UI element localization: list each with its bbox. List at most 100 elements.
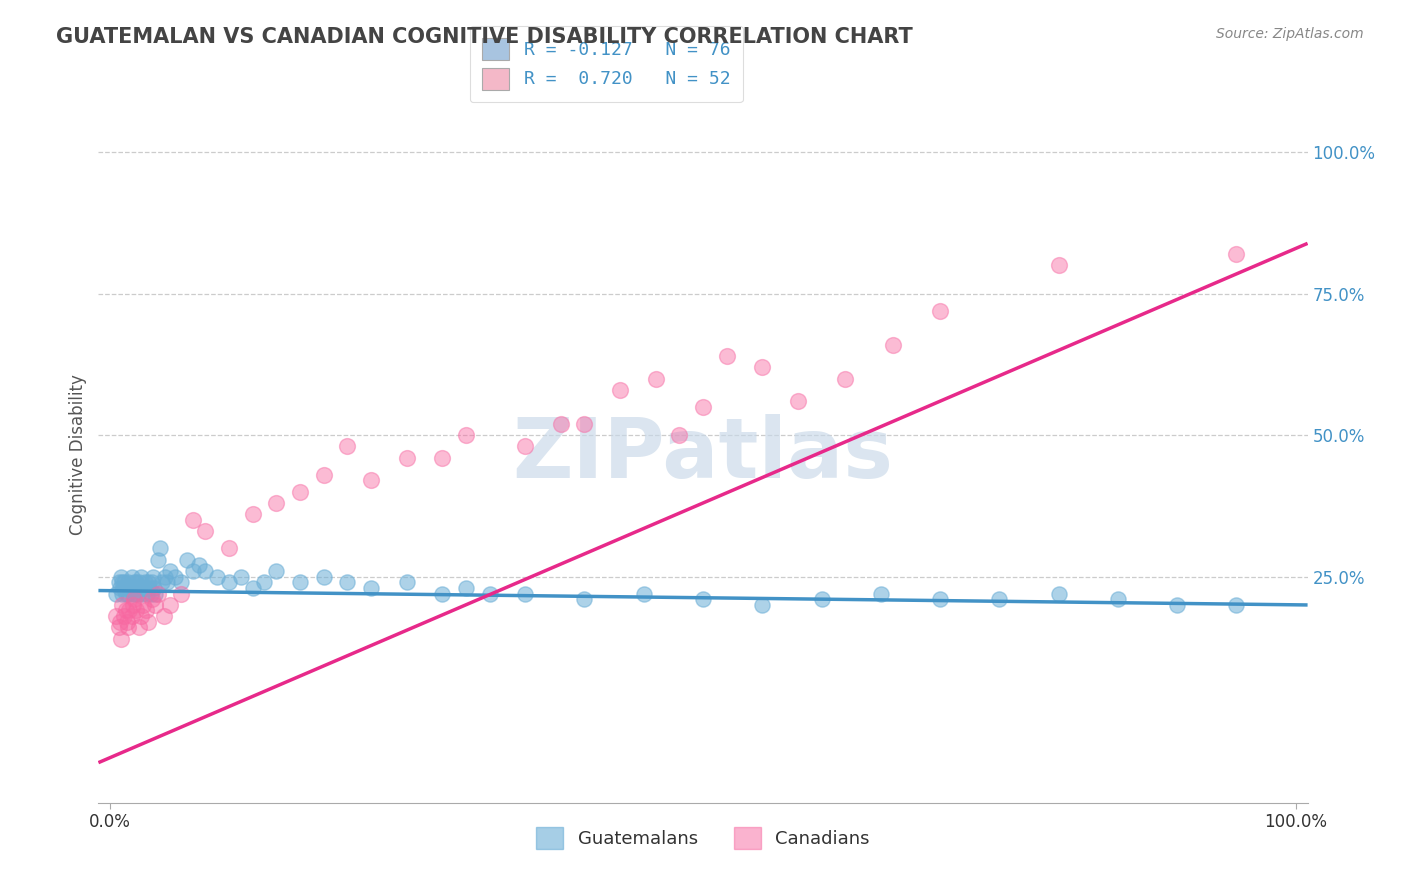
Point <box>131 586 153 600</box>
Point <box>165 569 187 583</box>
Point <box>515 439 537 453</box>
Point <box>114 586 136 600</box>
Point <box>432 586 454 600</box>
Point <box>929 592 952 607</box>
Point <box>146 586 169 600</box>
Point <box>170 575 193 590</box>
Point <box>107 575 129 590</box>
Point <box>114 603 136 617</box>
Point <box>288 575 311 590</box>
Point <box>111 586 134 600</box>
Point <box>181 513 204 527</box>
Text: ZIPatlas: ZIPatlas <box>513 415 893 495</box>
Point <box>312 467 335 482</box>
Point <box>152 609 174 624</box>
Point <box>112 581 135 595</box>
Point <box>152 575 174 590</box>
Point <box>716 349 738 363</box>
Point <box>128 620 150 634</box>
Point <box>110 632 132 646</box>
Point <box>478 586 501 600</box>
Point <box>188 558 211 573</box>
Point <box>1047 259 1070 273</box>
Point <box>114 609 136 624</box>
Point <box>159 564 181 578</box>
Point <box>115 615 138 629</box>
Point <box>120 581 142 595</box>
Point <box>128 575 150 590</box>
Point <box>1225 598 1247 612</box>
Point <box>454 581 477 595</box>
Point <box>360 474 382 488</box>
Point <box>194 564 217 578</box>
Point <box>882 337 904 351</box>
Point <box>574 592 596 607</box>
Point <box>264 564 287 578</box>
Point <box>1107 592 1129 607</box>
Point <box>253 575 276 590</box>
Point <box>218 575 240 590</box>
Point <box>1047 586 1070 600</box>
Point <box>118 603 141 617</box>
Point <box>288 484 311 499</box>
Point <box>122 581 145 595</box>
Point <box>550 417 572 431</box>
Point <box>454 428 477 442</box>
Point <box>118 581 141 595</box>
Point <box>136 575 159 590</box>
Point <box>125 581 148 595</box>
Point <box>143 586 166 600</box>
Point <box>692 592 714 607</box>
Point <box>242 508 264 522</box>
Point <box>141 592 163 607</box>
Point <box>633 586 655 600</box>
Point <box>117 575 139 590</box>
Legend: Guatemalans, Canadians: Guatemalans, Canadians <box>529 820 877 856</box>
Point <box>644 371 666 385</box>
Point <box>105 586 128 600</box>
Point <box>810 592 832 607</box>
Point <box>129 609 152 624</box>
Text: GUATEMALAN VS CANADIAN COGNITIVE DISABILITY CORRELATION CHART: GUATEMALAN VS CANADIAN COGNITIVE DISABIL… <box>56 27 912 46</box>
Point <box>122 575 145 590</box>
Point <box>127 586 149 600</box>
Point <box>181 564 204 578</box>
Point <box>312 569 335 583</box>
Point <box>264 496 287 510</box>
Point <box>107 620 129 634</box>
Point <box>125 603 148 617</box>
Point <box>132 598 155 612</box>
Point <box>360 581 382 595</box>
Point <box>786 394 808 409</box>
Point <box>114 575 136 590</box>
Point <box>515 586 537 600</box>
Point <box>751 598 773 612</box>
Point <box>869 586 891 600</box>
Point <box>138 581 160 595</box>
Point <box>132 581 155 595</box>
Point <box>194 524 217 539</box>
Point <box>609 383 631 397</box>
Point <box>139 586 162 600</box>
Point <box>108 615 131 629</box>
Point <box>142 569 165 583</box>
Point <box>121 609 143 624</box>
Point <box>159 598 181 612</box>
Point <box>122 592 145 607</box>
Point <box>205 569 228 583</box>
Point <box>129 569 152 583</box>
Point <box>336 439 359 453</box>
Point <box>125 575 148 590</box>
Point <box>176 552 198 566</box>
Point <box>395 575 418 590</box>
Point <box>146 552 169 566</box>
Point <box>153 569 176 583</box>
Point <box>124 586 146 600</box>
Point <box>105 609 128 624</box>
Point <box>136 615 159 629</box>
Point <box>117 586 139 600</box>
Point <box>135 581 157 595</box>
Point <box>111 598 134 612</box>
Point <box>134 575 156 590</box>
Point <box>170 586 193 600</box>
